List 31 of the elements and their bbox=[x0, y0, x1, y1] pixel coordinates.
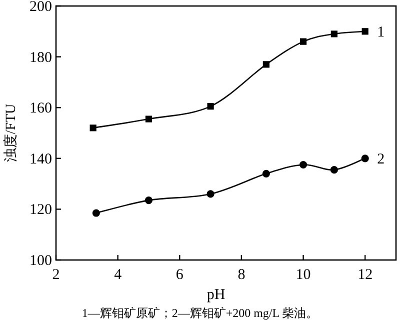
x-tick-label: 10 bbox=[296, 267, 311, 283]
point bbox=[144, 196, 153, 204]
point bbox=[330, 30, 338, 38]
x-tick-label: 2 bbox=[52, 267, 60, 283]
text: 1—辉钼矿原矿；2—辉钼矿+200 mg/L 柴油。 bbox=[82, 306, 318, 320]
series-label: 1 bbox=[377, 24, 385, 40]
x-tick-label: 4 bbox=[114, 267, 122, 283]
y-tick-label: 180 bbox=[30, 50, 52, 66]
y-tick-label: 120 bbox=[30, 202, 52, 218]
point bbox=[361, 154, 369, 162]
y-axis-title: 浊度/FTU bbox=[3, 104, 19, 162]
y-tick-label: 140 bbox=[30, 151, 52, 168]
point bbox=[330, 166, 338, 174]
point bbox=[207, 103, 214, 110]
point bbox=[90, 124, 96, 132]
point bbox=[262, 61, 270, 68]
x-tick-label: 12 bbox=[358, 267, 373, 283]
y-tick-label: 160 bbox=[30, 100, 52, 117]
point bbox=[92, 209, 100, 217]
point bbox=[206, 190, 214, 198]
y-tick-label: 200 bbox=[30, 0, 52, 15]
point bbox=[145, 116, 152, 122]
y-tick-label: 100 bbox=[30, 253, 52, 269]
series-label: 2 bbox=[377, 151, 385, 168]
point bbox=[362, 28, 368, 35]
x-tick-label: 8 bbox=[238, 267, 246, 283]
point bbox=[300, 38, 307, 45]
x-axis-title: pH bbox=[206, 287, 226, 303]
point bbox=[299, 160, 308, 169]
point bbox=[262, 170, 270, 178]
x-tick-label: 6 bbox=[176, 267, 184, 283]
